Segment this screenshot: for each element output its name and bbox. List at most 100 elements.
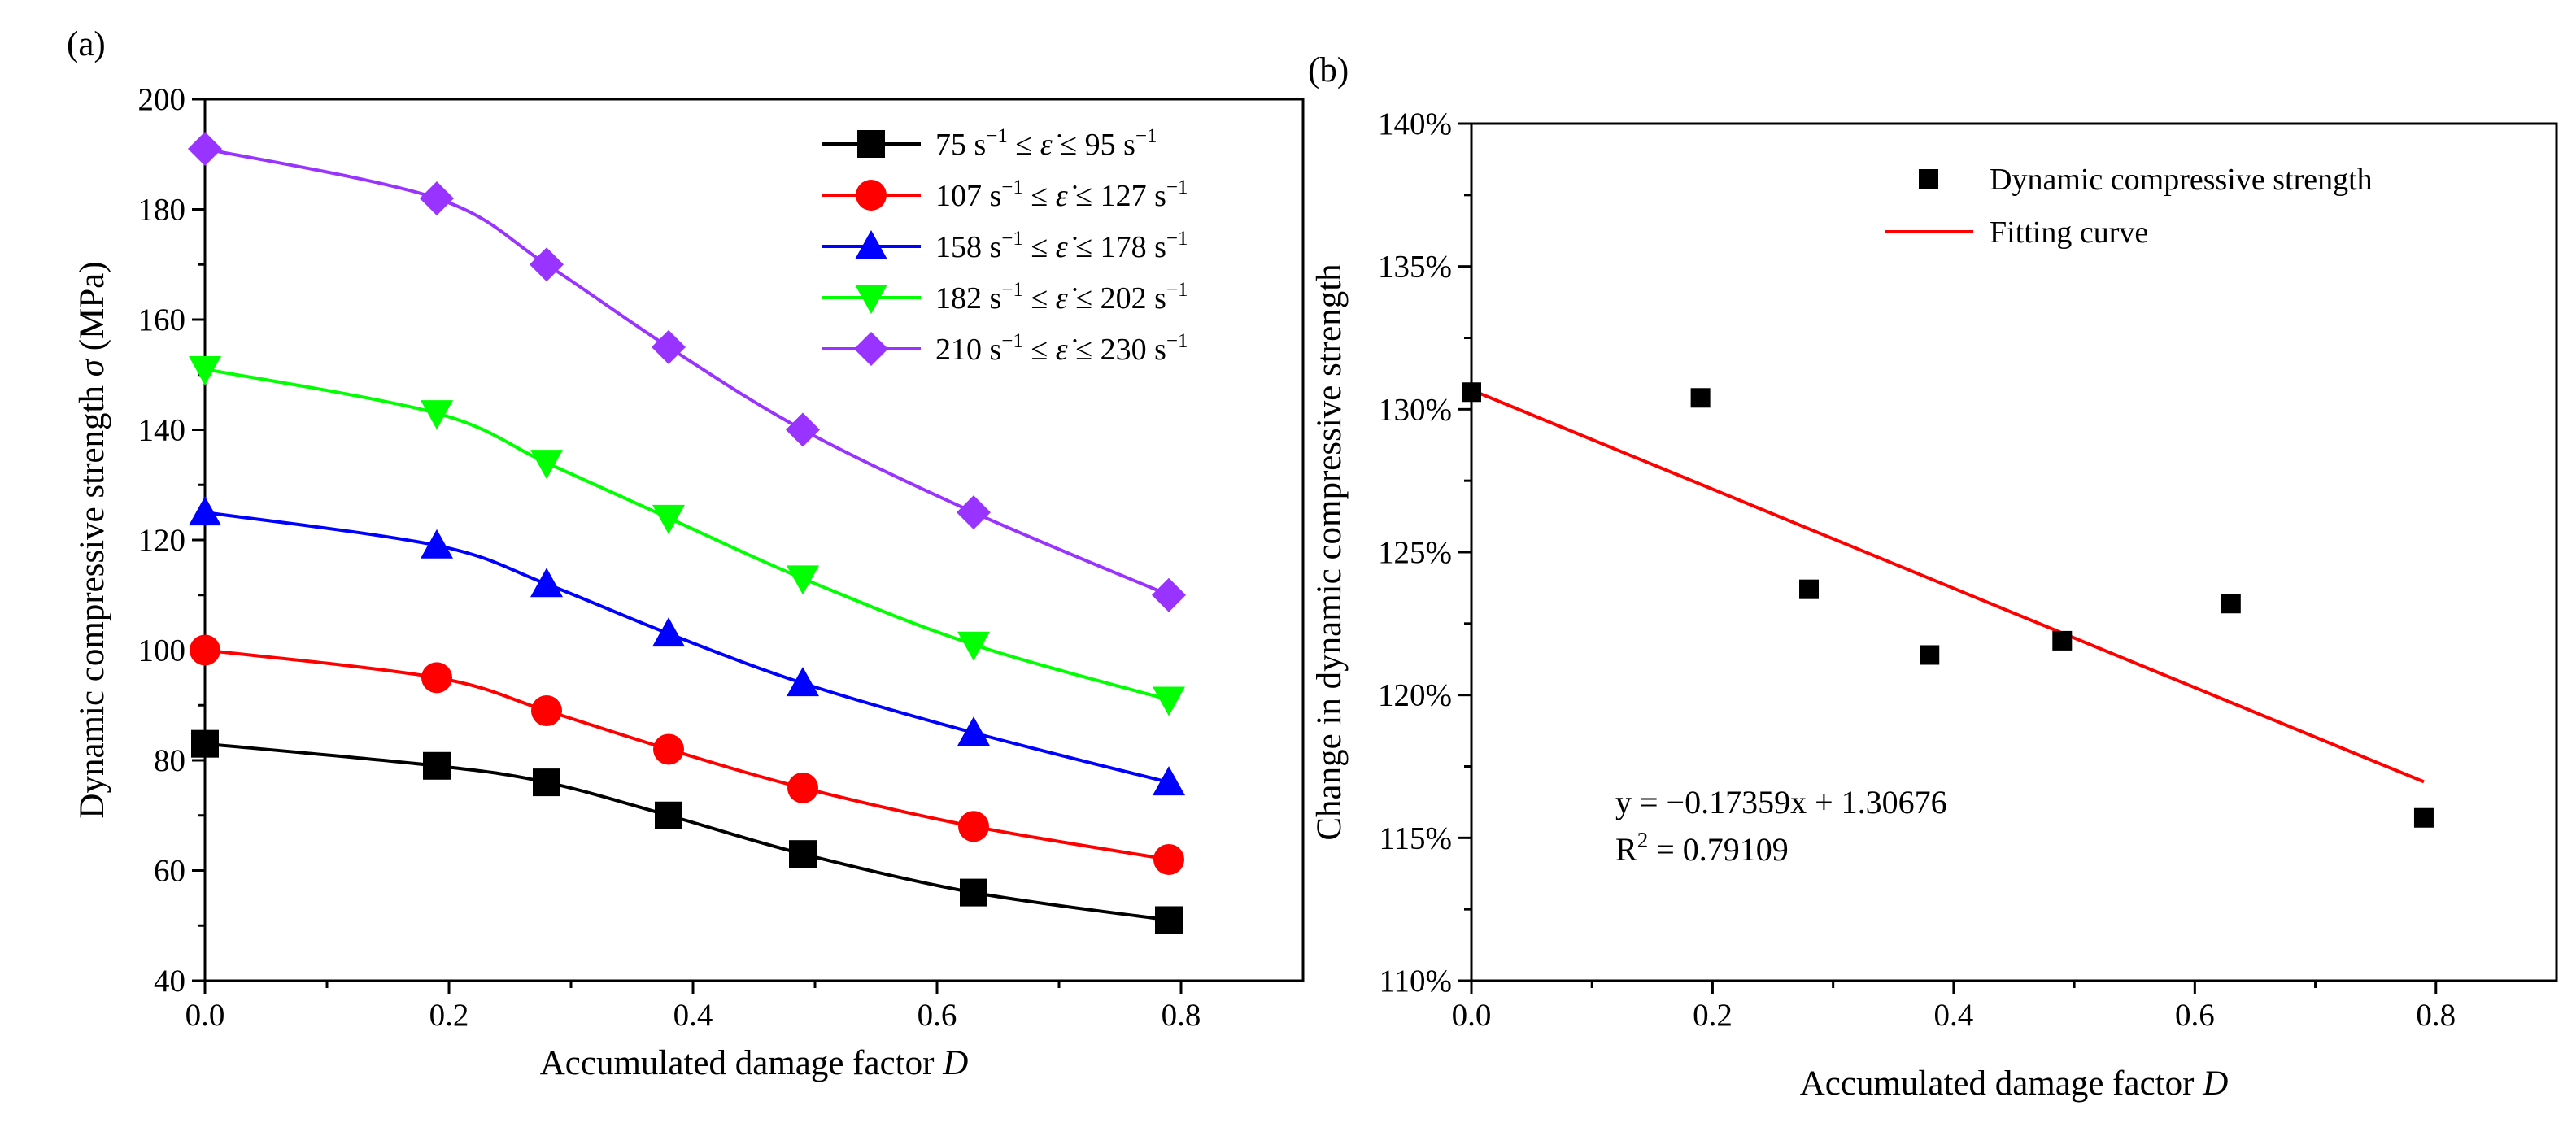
legend-marker — [856, 180, 887, 211]
legend-item: 158 s−1 ≤ ε̇ ≤ 178 s−1 — [822, 228, 1188, 264]
data-point — [653, 733, 684, 765]
data-point — [421, 529, 453, 559]
data-point — [655, 801, 682, 829]
plot-b-x-tick-label: 0.0 — [1452, 998, 1492, 1033]
legend-label: Fitting curve — [1990, 215, 2148, 250]
data-point — [1462, 382, 1481, 403]
legend-marker — [857, 130, 885, 158]
plot-a-y-axis-label-symbol: σ — [73, 358, 111, 377]
data-point — [190, 634, 220, 666]
plot-b-legend: Dynamic compressive strength Fitting curv… — [1885, 163, 2373, 250]
plot-b-fit-annotation: y = −0.17359x + 1.30676 R2 = 0.79109 — [1615, 784, 1947, 868]
legend-item: 107 s−1 ≤ ε̇ ≤ 127 s−1 — [822, 176, 1188, 213]
data-point — [786, 412, 820, 447]
legend-marker — [855, 230, 887, 259]
series-line — [204, 147, 1170, 597]
plot-b-x-tick-label: 0.4 — [1934, 998, 1974, 1033]
plot-b-y-tick-label: 140% — [1378, 107, 1452, 141]
fit-r-squared-exponent: 2 — [1637, 828, 1649, 852]
plot-a-x-axis-label: Accumulated damage factor D — [540, 1044, 969, 1082]
panel-b: (b) 0.0 0.2 0.4 0.6 0.8 110% 115% 120% 125% 130% 1… — [1308, 51, 2558, 1103]
data-point — [533, 768, 560, 797]
plot-a-y-axis-label-text: Dynamic compressive strength — [73, 377, 111, 818]
plot-a-x-axis-label-text: Accumulated damage factor — [540, 1044, 943, 1082]
legend-label: 158 s−1 ≤ ε̇ ≤ 178 s−1 — [935, 228, 1188, 264]
legend-label: Dynamic compressive strength — [1990, 163, 2373, 197]
series-1 — [191, 729, 1183, 934]
legend-marker — [855, 285, 887, 314]
plot-a-x-tick-label: 0.4 — [673, 998, 713, 1033]
panel-b-label: (b) — [1308, 51, 1349, 89]
legend-item: Fitting curve — [1885, 215, 2148, 250]
plot-a-y-tick-label: 60 — [154, 854, 185, 889]
plot-b-x-tick-label: 0.6 — [2175, 998, 2215, 1033]
data-point — [1153, 686, 1185, 716]
data-point — [789, 840, 817, 868]
data-point — [960, 878, 987, 907]
fitting-curve — [1471, 388, 2425, 784]
data-point — [421, 662, 452, 694]
plot-b-y-tick-label: 115% — [1379, 820, 1452, 855]
plot-a-y-tick-label: 120 — [138, 523, 186, 558]
data-point — [787, 772, 818, 803]
plot-b-y-tick-label: 110% — [1379, 964, 1452, 999]
plot-b-x-axis-label: Accumulated damage factor D — [1800, 1064, 2229, 1103]
legend-label: 182 s−1 ≤ ε̇ ≤ 202 s−1 — [935, 279, 1188, 316]
data-point — [2413, 807, 2434, 828]
data-point — [530, 247, 564, 282]
plot-b-y-axis-label: Change in dynamic compressive strength — [1310, 263, 1349, 840]
plot-a-x-axis-label-var: D — [942, 1044, 968, 1082]
data-point — [420, 181, 454, 215]
panel-a: (a) 0.0 0.2 0.4 0.6 0.8 40 60 80 100 120 140 160 180… — [67, 25, 1305, 1082]
data-point — [957, 716, 990, 746]
data-point — [1153, 843, 1184, 875]
data-point — [652, 329, 686, 364]
data-point — [1152, 577, 1186, 612]
data-point — [957, 495, 991, 530]
series-5 — [188, 131, 1186, 612]
plot-a-y-tick-label: 140 — [138, 413, 186, 448]
plot-b-y-tick-label: 135% — [1378, 250, 1452, 285]
fit-r-squared-prefix: R — [1615, 831, 1637, 868]
legend-marker — [1919, 169, 1938, 189]
fit-r-squared-value: = 0.79109 — [1648, 831, 1789, 868]
data-point — [189, 496, 221, 526]
plot-a-legend: 75 s−1 ≤ ε̇ ≤ 95 s−1 107 s−1 ≤ ε̇ ≤ 127 s… — [822, 125, 1188, 367]
data-point — [188, 131, 222, 166]
plot-a-y-tick-label: 200 — [138, 82, 186, 117]
legend-marker — [854, 332, 888, 366]
legend-label: 107 s−1 ≤ ε̇ ≤ 127 s−1 — [935, 176, 1188, 213]
data-point — [787, 667, 819, 697]
fit-equation: y = −0.17359x + 1.30676 — [1615, 784, 1947, 820]
plot-a-axes: 0.0 0.2 0.4 0.6 0.8 40 60 80 100 120 140 160 180 200 — [138, 82, 1201, 1033]
panel-a-label: (a) — [67, 25, 106, 63]
legend-item: Dynamic compressive strength — [1919, 163, 2373, 197]
data-point — [421, 400, 453, 430]
series-4 — [189, 355, 1185, 716]
data-point — [191, 729, 219, 758]
data-point — [423, 751, 451, 780]
legend-item: 182 s−1 ≤ ε̇ ≤ 202 s−1 — [822, 279, 1188, 316]
plot-a-x-tick-label: 0.2 — [429, 998, 469, 1033]
series-line — [204, 742, 1170, 922]
data-point — [787, 565, 819, 595]
legend-label: 210 s−1 ≤ ε̇ ≤ 230 s−1 — [935, 330, 1188, 367]
plot-b-y-tick-label: 130% — [1378, 392, 1452, 427]
series-3 — [189, 496, 1185, 796]
plot-a-x-tick-label: 0.6 — [918, 998, 957, 1033]
data-point — [1153, 766, 1185, 796]
data-point — [530, 450, 563, 480]
plot-b-series — [1462, 382, 2434, 828]
plot-a-y-tick-label: 100 — [138, 633, 186, 668]
data-point — [1155, 906, 1183, 934]
plot-a-y-axis-label: Dynamic compressive strength σ (MPa) — [73, 261, 111, 818]
plot-a-y-axis-label-unit: (MPa) — [73, 261, 111, 359]
data-point — [1799, 579, 1820, 599]
plot-a-x-tick-label: 0.0 — [185, 998, 225, 1033]
plot-b-axes: 0.0 0.2 0.4 0.6 0.8 110% 115% 120% 125% 130% 135% 1… — [1378, 107, 2456, 1033]
plot-b-x-axis-label-text: Accumulated damage factor — [1800, 1064, 2203, 1103]
series-line — [204, 511, 1170, 785]
plot-a-series — [188, 131, 1186, 934]
plot-b-y-tick-label: 125% — [1378, 535, 1452, 570]
plot-b-y-tick-label: 120% — [1378, 678, 1452, 713]
